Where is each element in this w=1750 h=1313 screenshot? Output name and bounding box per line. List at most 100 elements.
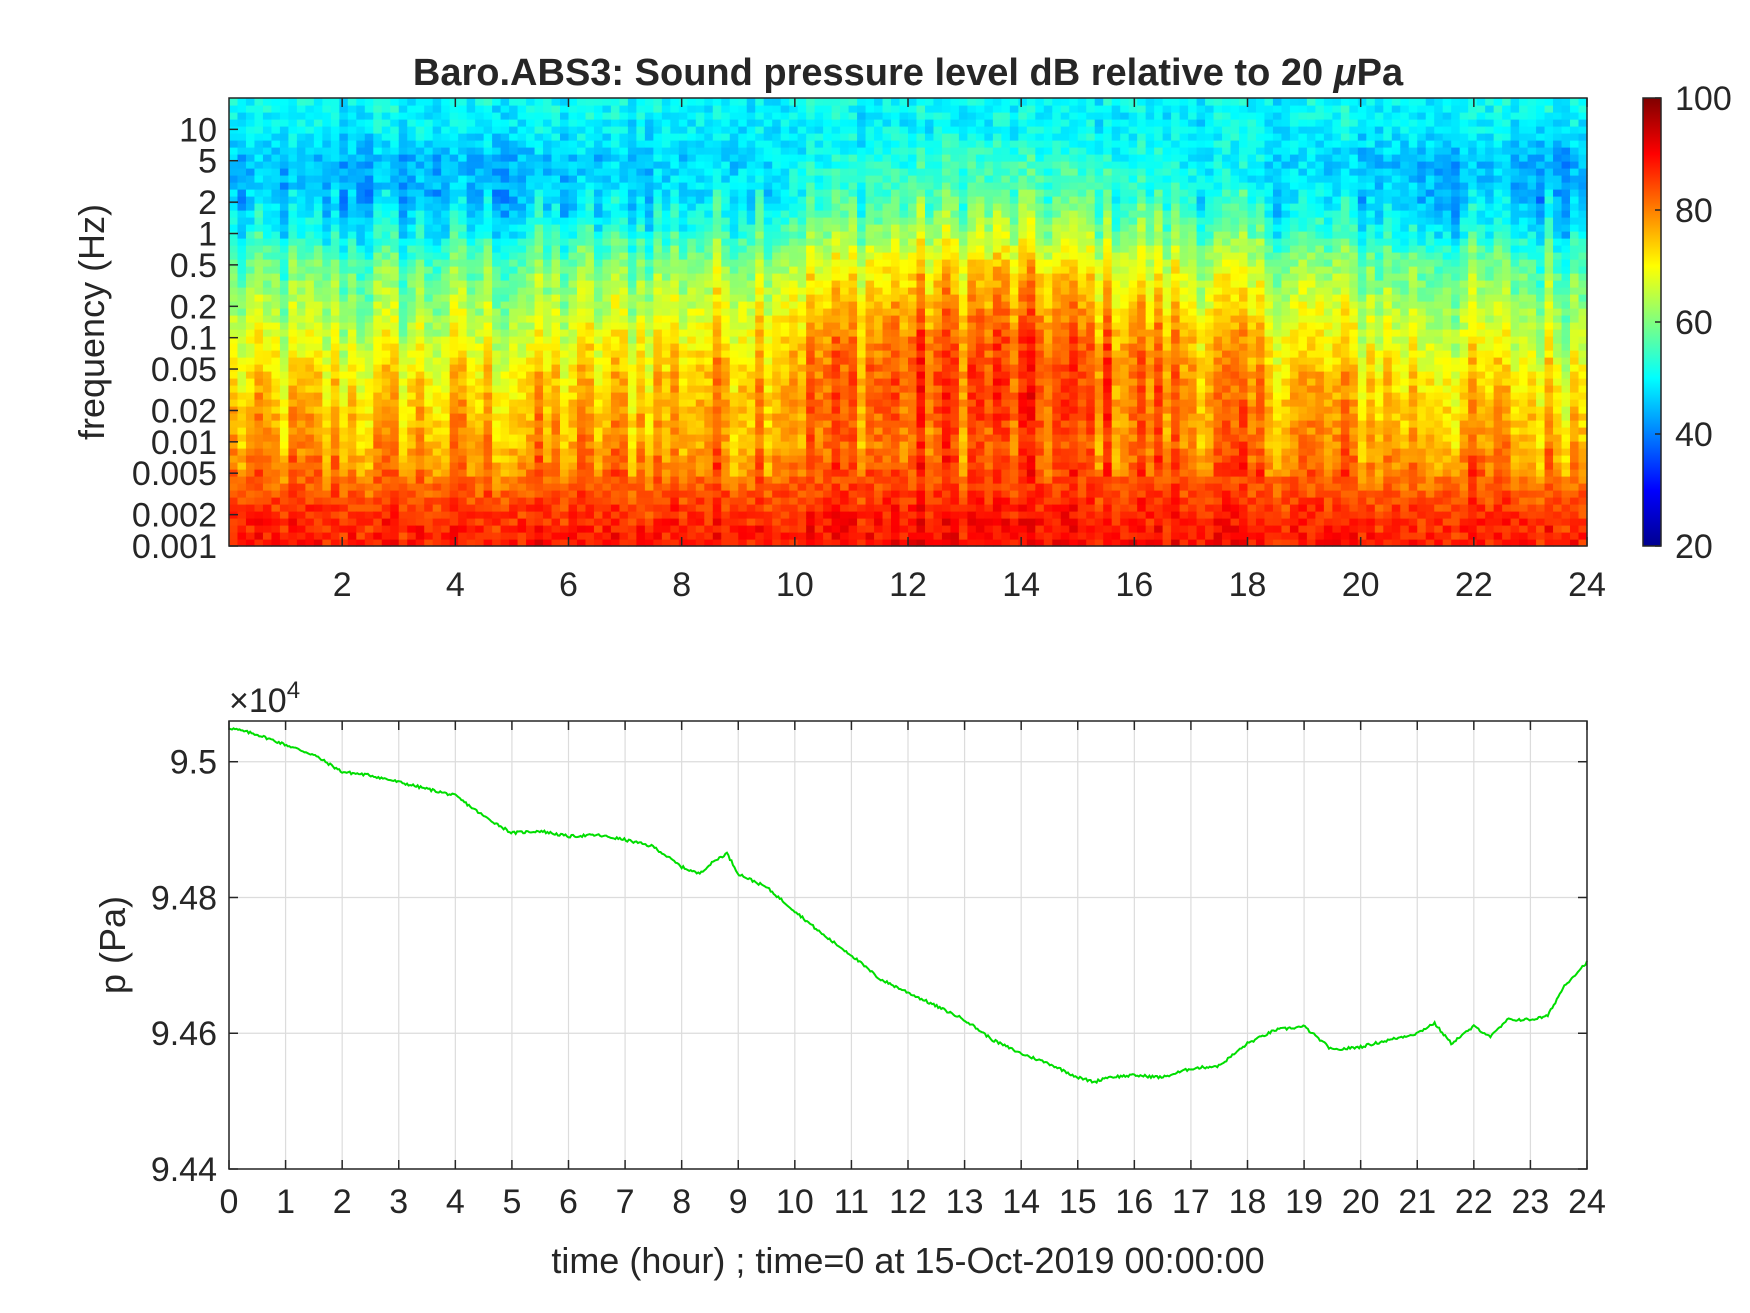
spectrogram-cell xyxy=(678,168,688,176)
spectrogram-cell xyxy=(237,350,247,358)
spectrogram-cell xyxy=(619,329,629,337)
spectrogram-cell xyxy=(610,189,621,197)
spectrogram-cell xyxy=(483,350,493,358)
spectrogram-cell xyxy=(789,245,799,253)
spectrogram-cell xyxy=(653,364,663,372)
spectrogram-cell xyxy=(857,441,867,449)
spectrogram-cell xyxy=(644,406,654,414)
spectrogram-cell xyxy=(305,350,315,358)
spectrogram-cell xyxy=(721,308,731,316)
spectrogram-cell xyxy=(593,133,604,141)
spectrogram-cell xyxy=(526,147,536,155)
spectrogram-cell xyxy=(746,343,756,351)
spectrogram-cell xyxy=(305,343,315,351)
spectrogram-cell xyxy=(279,518,290,526)
spectrogram-cell xyxy=(466,378,476,386)
spectrogram-cell xyxy=(848,133,858,141)
spectrogram-cell xyxy=(364,427,374,435)
spectrogram-cell xyxy=(500,266,510,274)
spectrogram-cell xyxy=(534,406,544,414)
spectrogram-cell xyxy=(330,168,340,176)
spectrogram-cell xyxy=(237,252,247,260)
spectrogram-cell xyxy=(882,308,892,316)
spectrogram-cell xyxy=(670,294,680,302)
spectrogram-cell xyxy=(560,231,570,239)
spectrogram-cell xyxy=(364,175,374,183)
spectrogram-cell xyxy=(271,238,281,246)
spectrogram-cell xyxy=(789,154,799,162)
spectrogram-cell xyxy=(576,105,587,113)
spectrogram-cell xyxy=(678,441,688,449)
spectrogram-cell xyxy=(661,196,671,204)
spectrogram-cell xyxy=(254,238,264,246)
spectrogram-cell xyxy=(475,406,485,414)
spectrogram-cell xyxy=(661,140,671,148)
spectrogram-cell xyxy=(254,259,264,267)
spectrogram-cell xyxy=(653,525,663,533)
spectrogram-cell xyxy=(780,196,790,204)
spectrogram-cell xyxy=(271,175,281,183)
spectrogram-cell xyxy=(729,175,739,183)
spectrogram-cell xyxy=(695,203,705,211)
spectrogram-cell xyxy=(373,322,383,330)
spectrogram-cell xyxy=(593,532,604,540)
spectrogram-cell xyxy=(254,504,264,512)
spectrogram-cell xyxy=(517,406,527,414)
spectrogram-cell xyxy=(857,98,867,106)
spectrogram-cell xyxy=(738,147,748,155)
spectrogram-cell xyxy=(441,392,451,400)
spectrogram-cell xyxy=(891,539,901,547)
spectrogram-cell xyxy=(704,483,714,491)
spectrogram-cell xyxy=(729,441,739,449)
spectrogram-cell xyxy=(407,322,417,330)
spectrogram-cell xyxy=(305,371,315,379)
spectrogram-cell xyxy=(262,273,273,281)
spectrogram-cell xyxy=(848,448,858,456)
spectrogram-cell xyxy=(560,343,570,351)
spectrogram-cell xyxy=(526,364,536,372)
spectrogram-cell xyxy=(619,175,629,183)
spectrogram-cell xyxy=(339,322,349,330)
spectrogram-cell xyxy=(763,420,773,428)
spectrogram-cell xyxy=(568,525,578,533)
spectrogram-cell xyxy=(551,511,561,519)
spectrogram-cell xyxy=(670,518,680,526)
spectrogram-cell xyxy=(780,539,790,547)
spectrogram-cell xyxy=(407,161,417,169)
spectrogram-cell xyxy=(449,301,459,309)
spectrogram-cell xyxy=(789,385,799,393)
spectrogram-cell xyxy=(780,224,790,232)
spectrogram-cell xyxy=(398,231,408,239)
spectrogram-cell xyxy=(432,133,442,141)
spectrogram-cell xyxy=(797,308,807,316)
spectrogram-cell xyxy=(678,175,688,183)
spectrogram-cell xyxy=(296,399,306,407)
spectrogram-cell xyxy=(865,448,875,456)
spectrogram-cell xyxy=(492,434,502,442)
spectrogram-cell xyxy=(296,210,306,218)
spectrogram-cell xyxy=(373,490,383,498)
spectrogram-cell xyxy=(738,112,748,120)
spectrogram-cell xyxy=(296,490,306,498)
spectrogram-cell xyxy=(381,294,391,302)
spectrogram-cell xyxy=(254,175,264,183)
spectrogram-cell xyxy=(441,154,451,162)
spectrogram-cell xyxy=(644,294,654,302)
spectrogram-cell xyxy=(576,175,587,183)
spectrogram-cell xyxy=(279,378,290,386)
spectrogram-cell xyxy=(772,252,782,260)
spectrogram-cell xyxy=(424,350,434,358)
spectrogram-cell xyxy=(500,210,510,218)
spectrogram-cell xyxy=(636,392,646,400)
spectrogram-cell xyxy=(424,406,434,414)
spectrogram-cell xyxy=(780,350,790,358)
spectrogram-cell xyxy=(636,231,646,239)
spectrogram-cell xyxy=(670,266,680,274)
spectrogram-cell xyxy=(543,140,553,148)
spectrogram-cell xyxy=(738,308,748,316)
spectrogram-cell xyxy=(483,525,493,533)
spectrogram-cell xyxy=(517,455,527,463)
spectrogram-cell xyxy=(585,266,595,274)
spectrogram-cell xyxy=(509,504,519,512)
spectrogram-cell xyxy=(296,420,306,428)
